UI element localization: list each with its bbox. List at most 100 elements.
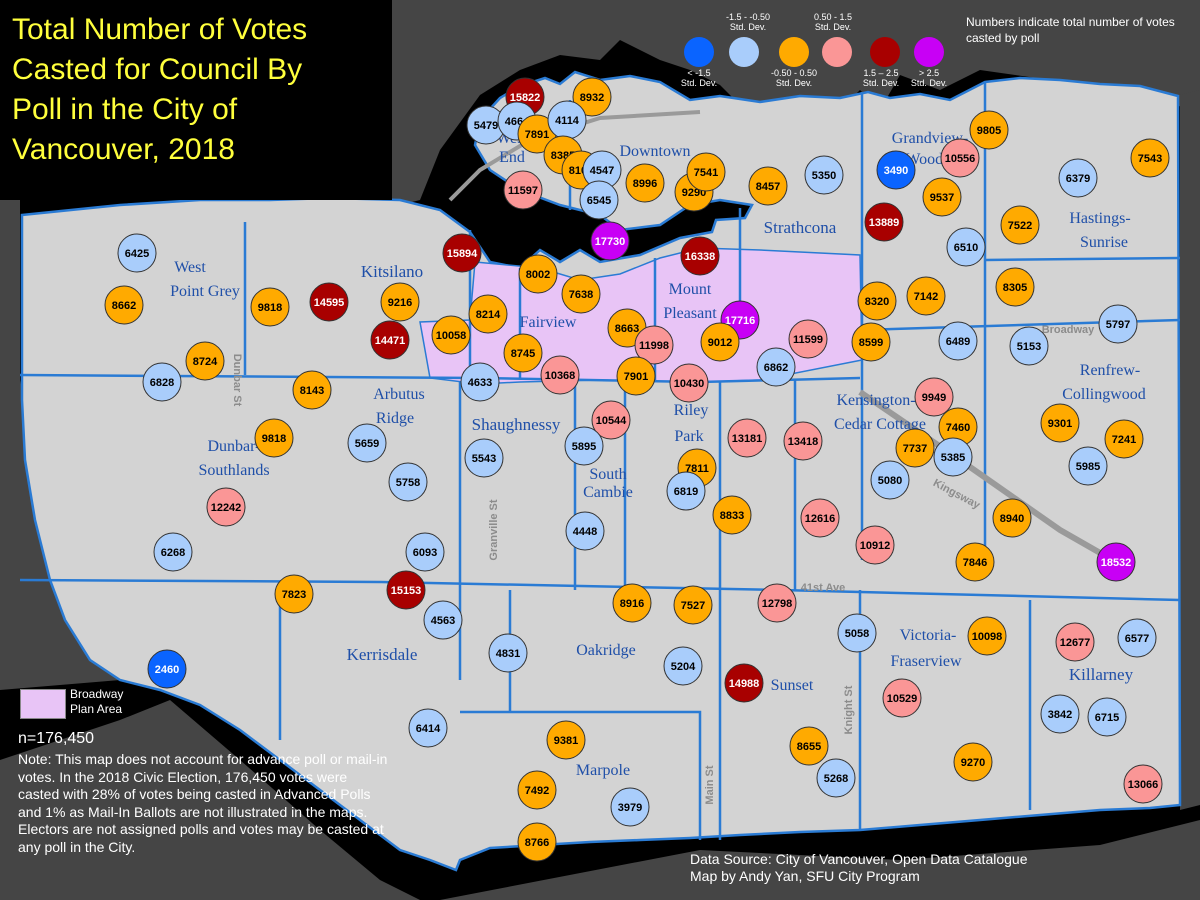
neighbourhood-label: Dunbar- [208,438,261,455]
poll-vote-count: 14471 [375,335,406,347]
poll-marker: 8662 [104,285,144,325]
poll-circle [117,233,157,273]
poll-marker: 7541 [686,152,726,192]
poll-vote-count: 12677 [1060,637,1091,649]
poll-vote-count: 12616 [805,513,836,525]
neighbourhood-label: Shaughnessy [472,415,561,434]
legend-swatch [779,37,809,67]
poll-marker: 3490 [876,150,916,190]
legend-label-6b: Std. Dev. [910,78,948,88]
poll-vote-count: 7811 [685,463,709,475]
poll-circle [783,421,823,461]
poll-circle [800,498,840,538]
neighbourhood-label: Kitsilano [361,262,423,281]
poll-vote-count: 11599 [793,334,823,346]
poll-vote-count: 9270 [961,757,985,769]
poll-circle [1009,326,1049,366]
poll-marker: 10430 [669,363,709,403]
poll-circle [686,152,726,192]
poll-marker: 6489 [938,321,978,361]
poll-circle [442,233,482,273]
poll-marker: 7901 [616,356,656,396]
poll-marker: 10098 [967,616,1007,656]
poll-marker: 6828 [142,362,182,402]
legend-swatch [684,37,714,67]
poll-marker: 12677 [1055,622,1095,662]
poll-vote-count: 5543 [472,453,496,465]
legend-label-5a: 1.5 – 2.5 [863,68,899,78]
poll-vote-count: 3490 [884,165,908,177]
poll-circle [408,708,448,748]
poll-vote-count: 8996 [633,178,657,190]
poll-marker: 7527 [673,585,713,625]
poll-circle [789,726,829,766]
poll-marker: 9805 [969,110,1009,150]
poll-circle [142,362,182,402]
broadway-legend-label: Broadway Plan Area [70,687,124,716]
poll-circle [579,180,619,220]
poll-marker: 6268 [153,532,193,572]
poll-marker: 6425 [117,233,157,273]
poll-marker: 6819 [666,471,706,511]
legend-label-1a: < -1.5 [687,68,711,78]
poll-circle [669,363,709,403]
poll-vote-count: 7823 [282,589,306,601]
title-line-1: Total Number of Votes [12,13,308,46]
poll-vote-count: 11597 [508,185,538,197]
neighbourhood-label: Killarney [1069,665,1134,684]
poll-marker: 5758 [388,462,428,502]
poll-circle [953,742,993,782]
poll-circle [274,574,314,614]
poll-marker: 7142 [906,276,946,316]
poll-vote-count: 10430 [674,378,705,390]
poll-vote-count: 5797 [1106,319,1130,331]
poll-marker: 7543 [1130,138,1170,178]
poll-marker: 9270 [953,742,993,782]
poll-vote-count: 6545 [587,195,611,207]
source-line-1: Data Source: City of Vancouver, Open Dat… [690,851,1028,867]
poll-vote-count: 6379 [1066,173,1090,185]
poll-circle [1130,138,1170,178]
poll-marker: 7846 [955,542,995,582]
poll-marker: 7460 [938,407,978,447]
poll-marker: 11597 [503,170,543,210]
poll-marker: 8833 [712,495,752,535]
poll-circle [250,287,290,327]
poll-marker: 9381 [546,720,586,760]
poll-vote-count: 8457 [756,181,780,193]
poll-marker: 17730 [590,221,630,261]
poll-vote-count: 5268 [824,773,848,785]
legend-label-1b: Std. Dev. [680,78,718,88]
poll-marker: 10544 [591,400,631,440]
poll-marker: 5268 [816,758,856,798]
poll-marker: 8940 [992,498,1032,538]
poll-vote-count: 5080 [878,475,902,487]
poll-circle [666,471,706,511]
poll-circle [503,333,543,373]
poll-marker: 3842 [1040,694,1080,734]
legend-swatch [870,37,900,67]
neighbourhood-label: Ridge [376,410,414,427]
poll-vote-count: 13066 [1128,779,1159,791]
poll-circle [756,347,796,387]
poll-circle [940,138,980,178]
poll-circle [460,362,500,402]
neighbourhood-label: Hastings- [1069,210,1130,227]
poll-circle [895,428,935,468]
poll-marker: 12616 [800,498,840,538]
poll-vote-count: 8599 [859,337,883,349]
neighbourhood-label: Collingwood [1062,386,1146,403]
poll-circle [347,423,387,463]
poll-vote-count: 7522 [1008,220,1032,232]
street-label: Granville St [488,499,500,560]
poll-circle [788,319,828,359]
poll-circle [1098,304,1138,344]
poll-vote-count: 17730 [595,236,626,248]
poll-marker: 5350 [804,155,844,195]
poll-vote-count: 5659 [355,438,379,450]
poll-circle [104,285,144,325]
poll-marker: 12242 [206,487,246,527]
legend-label-3b: Std. Dev. [775,78,813,88]
poll-marker: 7492 [517,770,557,810]
poll-vote-count: 4563 [431,615,455,627]
